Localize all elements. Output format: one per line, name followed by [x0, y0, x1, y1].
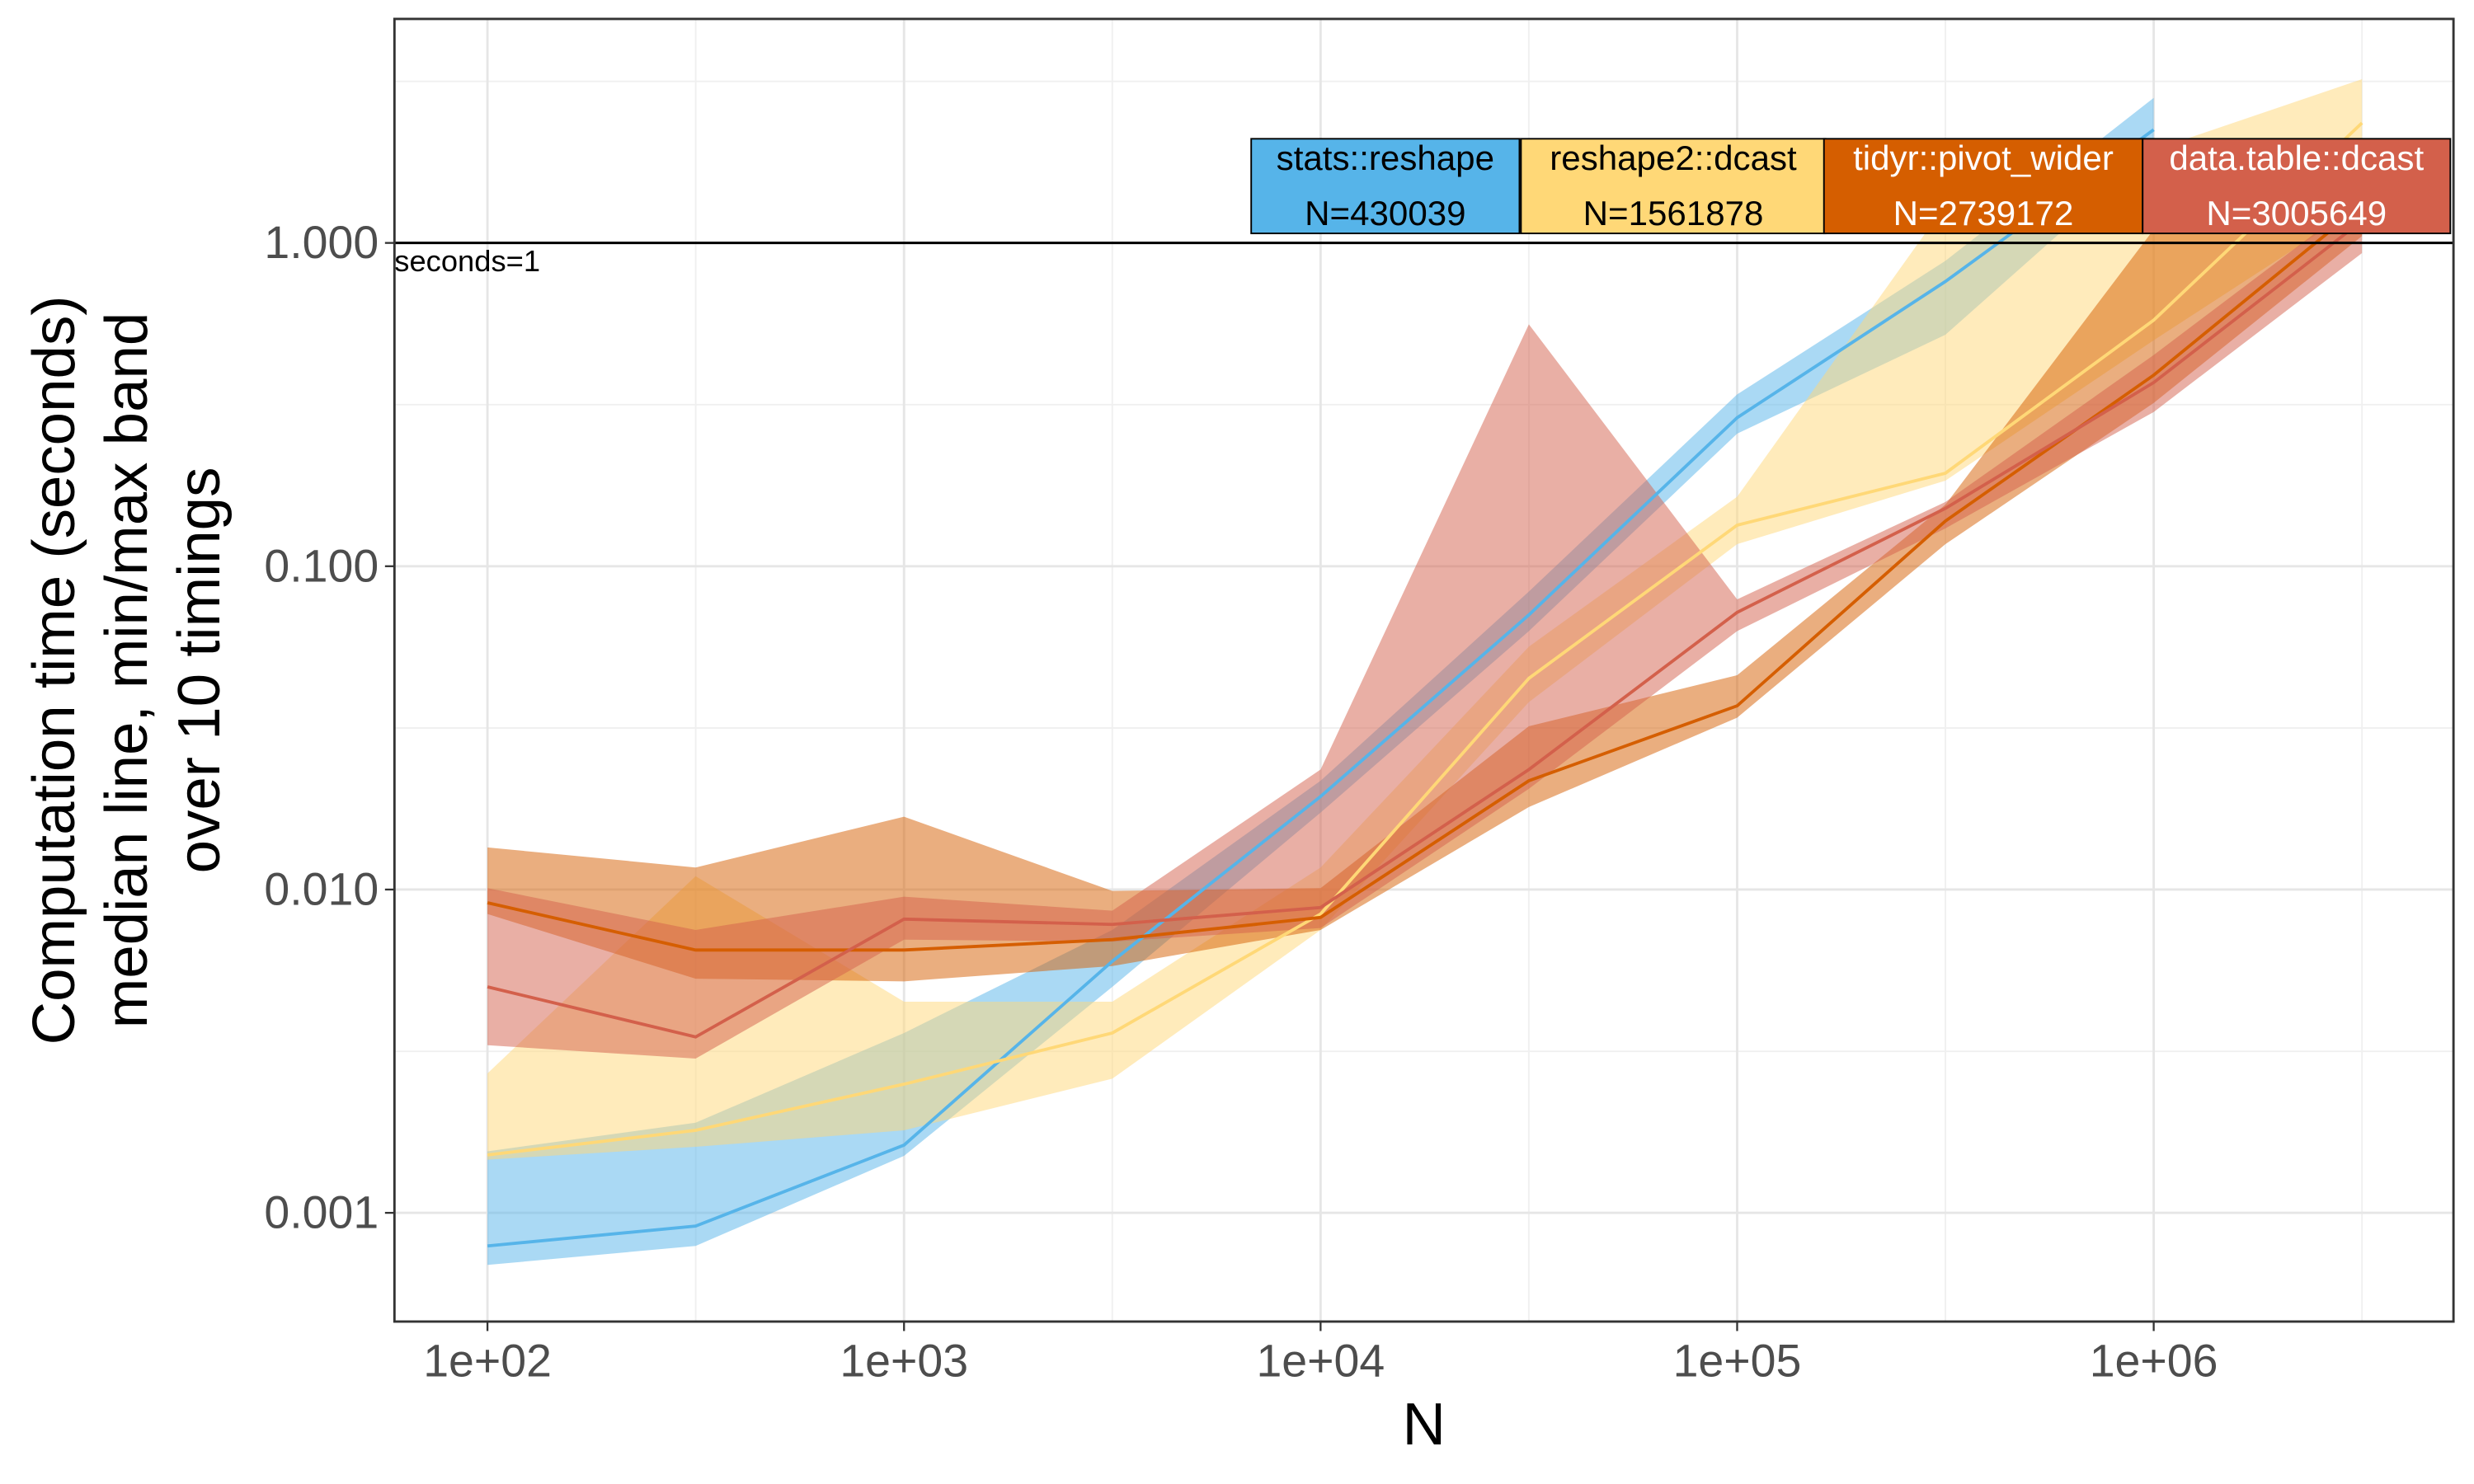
n-label: N=1561878 — [1583, 194, 1764, 232]
legend-label: stats::reshape — [1277, 139, 1494, 177]
x-tick-label: 1e+02 — [423, 1335, 552, 1386]
overlay: 1e+02 1e+03 1e+04 1e+05 1e+06 0.001 0.010 0.100… — [21, 17, 2455, 1458]
x-tick-label: 1e+05 — [1673, 1335, 1802, 1386]
n-label: N=2739172 — [1893, 194, 2074, 232]
y-axis-title: Computation time (seconds) median line, m… — [21, 296, 233, 1045]
label-box — [1520, 138, 1827, 235]
legend-label: tidyr::pivot_wider — [1853, 139, 2114, 177]
label-box — [2142, 138, 2452, 235]
label-box — [1823, 138, 2144, 235]
y-axis-title-line: Computation time (seconds) — [21, 296, 87, 1045]
bands — [487, 79, 2363, 1266]
lines — [487, 121, 2363, 1248]
median-line — [487, 128, 2155, 1248]
legend-label: data.table::dcast — [2169, 139, 2424, 177]
x-tick-label: 1e+04 — [1256, 1335, 1385, 1386]
y-tick-label: 0.001 — [264, 1187, 379, 1238]
n-label: N=430039 — [1305, 194, 1465, 232]
band — [487, 197, 2363, 1059]
x-tick-label: 1e+06 — [2090, 1335, 2218, 1386]
median-line — [487, 219, 2363, 1039]
label-box — [1250, 138, 1521, 235]
y-tick-label: 0.010 — [264, 863, 379, 914]
n-label: N=3005649 — [2206, 194, 2387, 232]
y-axis-title-line: over 10 timings — [166, 467, 233, 874]
y-tick-label: 1.000 — [264, 217, 379, 268]
legend-label: reshape2::dcast — [1550, 139, 1797, 177]
y-tick-label: 0.100 — [264, 540, 379, 591]
x-axis-title: N — [1402, 1391, 1446, 1458]
median-line — [487, 121, 2363, 1157]
median-line — [487, 204, 2363, 952]
x-tick-label: 1e+03 — [840, 1335, 968, 1386]
y-axis-title-line: median line, min/max band — [93, 312, 160, 1029]
reference-label: seconds=1 — [394, 244, 540, 278]
band — [487, 79, 2363, 1160]
plot-border — [393, 17, 2455, 1323]
